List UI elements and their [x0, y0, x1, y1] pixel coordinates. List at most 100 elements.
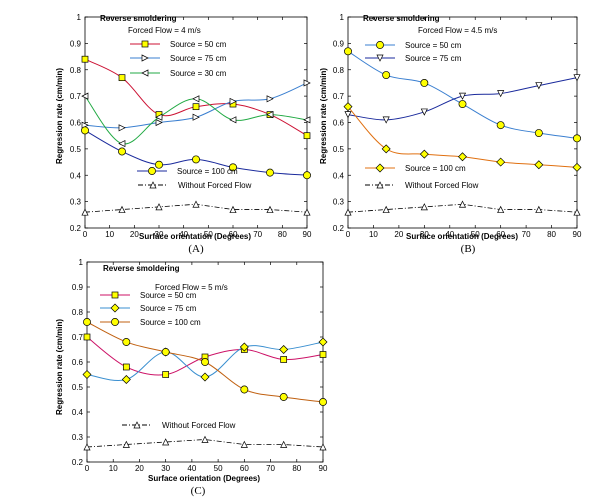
panel-b-ytick-label: 0.7: [333, 92, 345, 101]
panel-c-ylabel: Regression rate (cm/min): [55, 319, 64, 415]
panel-a-point-source-30-cm: [118, 140, 126, 148]
panel-c-point-source-75-cm: [82, 370, 92, 379]
panel-a-ytick-label: 0.3: [70, 198, 82, 207]
panel-a-ytick-label: 0.6: [70, 119, 82, 128]
panel-b-xtick-label: 0: [346, 230, 351, 239]
panel-b-legend-marker-source-100-cm: [375, 163, 385, 173]
panel-b-legend-marker-without-forced-flow: [376, 181, 384, 189]
panel-b-xtick-label: 70: [522, 230, 531, 239]
panel-c-point-source-50-cm: [83, 333, 91, 341]
panel-a-point-source-30-cm: [229, 116, 237, 124]
panel-b-xtick-label: 30: [420, 230, 429, 239]
panel-a-point-source-100-cm: [81, 126, 89, 135]
panel-b-ytick-label: 0.6: [333, 119, 345, 128]
panel-a-legend-label-source-50-cm: Source = 50 cm: [170, 40, 227, 49]
panel-c-legend-label-source-75-cm: Source = 75 cm: [140, 304, 197, 313]
panel-a-ytick-label: 0.2: [70, 224, 82, 233]
panel-c-ytick-label: 0.4: [72, 408, 84, 417]
panel-b-ytick-label: 0.8: [333, 66, 345, 75]
panel-c-xtick-label: 30: [161, 464, 170, 473]
panel-c-legend-label-without-forced-flow: Without Forced Flow: [162, 421, 236, 430]
panel-c-ytick-label: 0.9: [72, 283, 84, 292]
panel-a-ytick-label: 0.9: [70, 39, 82, 48]
panel-c-ytick-label: 0.7: [72, 333, 84, 342]
panel-a-ytick-label: 0.8: [70, 66, 82, 75]
panel-b-ytick-label: 1: [340, 13, 345, 22]
panel-b-xtick-label: 60: [496, 230, 505, 239]
panel-a-ylabel: Regression rate (cm/min): [55, 68, 64, 164]
panel-a-legend-marker-source-30-cm: [141, 69, 149, 77]
panel-c-point-source-75-cm: [121, 375, 131, 384]
panel-c-legend-label-source-100-cm: Source = 100 cm: [140, 318, 201, 327]
panel-a-point-source-50-cm: [192, 103, 200, 111]
panel-b-point-source-50-cm: [496, 121, 505, 130]
panel-a-point-source-75-cm: [118, 124, 126, 132]
panel-a-point-without-forced-flow: [266, 205, 274, 213]
panel-a-xtick-label: 60: [229, 230, 238, 239]
panel-c-point-source-50-cm: [122, 363, 130, 371]
panel-b-point-source-50-cm: [420, 78, 429, 87]
panel-b-point-source-75-cm: [535, 82, 543, 90]
panel-b-point-without-forced-flow: [497, 205, 505, 213]
panel-c-legend-label-source-50-cm: Source = 50 cm: [140, 291, 197, 300]
panel-a-point-source-50-cm: [303, 132, 311, 140]
panel-a-xtick-label: 0: [83, 230, 88, 239]
panel-a-ytick-label: 0.4: [70, 171, 82, 180]
panel-a-point-without-forced-flow: [155, 203, 163, 211]
panel-a-legend-label-without-forced-flow: Without Forced Flow: [178, 181, 252, 190]
panel-a-point-source-75-cm: [192, 113, 200, 121]
panel-c-point-source-100-cm: [122, 338, 131, 346]
panel-a-point-source-100-cm: [229, 163, 237, 172]
panel-a-xtick-label: 40: [179, 230, 188, 239]
panel-b-xtick-label: 50: [471, 230, 480, 239]
panel-a-xtick-label: 20: [130, 230, 139, 239]
panel-b-legend-label-source-100-cm: Source = 100 cm: [405, 164, 466, 173]
panel-c-point-without-forced-flow: [201, 435, 209, 443]
panel-a-point-source-75-cm: [229, 97, 237, 105]
panel-b: Reverse smoldering Forced Flow = 4.5 m/s…: [319, 13, 582, 255]
panel-a-point-source-75-cm: [155, 118, 163, 127]
panel-c-point-without-forced-flow: [240, 440, 248, 448]
panel-c-point-without-forced-flow: [122, 440, 130, 448]
panel-c-point-source-75-cm: [200, 372, 210, 382]
panel-b-ytick-label: 0.2: [333, 224, 345, 233]
panel-c-point-source-75-cm: [318, 337, 328, 347]
panel-b-label: (B): [461, 243, 476, 255]
panel-c-ytick-label: 0.6: [72, 358, 84, 367]
panel-a-point-without-forced-flow: [303, 208, 311, 216]
panel-c-xtick-label: 50: [214, 464, 223, 473]
panel-b-legend-marker-source-50-cm: [376, 41, 384, 49]
panel-c-point-source-100-cm: [240, 385, 249, 394]
panel-a-point-source-30-cm: [192, 95, 200, 103]
panel-a-point-source-100-cm: [303, 171, 311, 180]
panel-b-xtick-label: 20: [394, 230, 403, 239]
panel-b-point-source-100-cm: [534, 160, 544, 170]
panel-b-point-source-50-cm: [382, 71, 391, 79]
panel-a-point-source-75-cm: [303, 79, 311, 87]
panel-a-legend-marker-without-forced-flow: [149, 181, 157, 189]
panel-a-xtick-label: 10: [105, 230, 114, 239]
panel-b-point-source-100-cm: [343, 102, 353, 112]
panel-a-point-source-100-cm: [118, 147, 126, 156]
panel-c-xtick-label: 60: [240, 464, 249, 473]
panel-c-xtick-label: 10: [109, 464, 118, 473]
panel-a-point-without-forced-flow: [81, 208, 89, 216]
panel-c-legend-marker-source-100-cm: [111, 318, 119, 326]
panel-b-ytick-label: 0.3: [333, 198, 345, 207]
panel-b-point-source-50-cm: [458, 100, 467, 108]
panel-b-point-source-50-cm: [344, 47, 352, 56]
panel-a-point-source-75-cm: [266, 95, 274, 103]
panel-c-ytick-label: 0.5: [72, 383, 84, 392]
panel-b-ytick-label: 0.4: [333, 171, 345, 180]
panel-a-xtick-label: 90: [303, 230, 312, 239]
panel-a-point-source-30-cm: [266, 111, 274, 119]
panel-c: Reverse smoldering Forced Flow = 5 m/s S…: [55, 258, 328, 497]
panel-c-ytick-label: 0.8: [72, 308, 84, 317]
panel-b-point-source-75-cm: [382, 116, 390, 124]
panel-c-point-source-50-cm: [162, 371, 170, 378]
panel-c-legend-marker-without-forced-flow: [133, 421, 141, 429]
panel-b-point-source-100-cm: [496, 157, 506, 167]
panel-b-axes-frame: [347, 16, 578, 229]
panel-a-point-without-forced-flow: [118, 205, 126, 213]
panel-c-point-source-75-cm: [279, 345, 289, 354]
